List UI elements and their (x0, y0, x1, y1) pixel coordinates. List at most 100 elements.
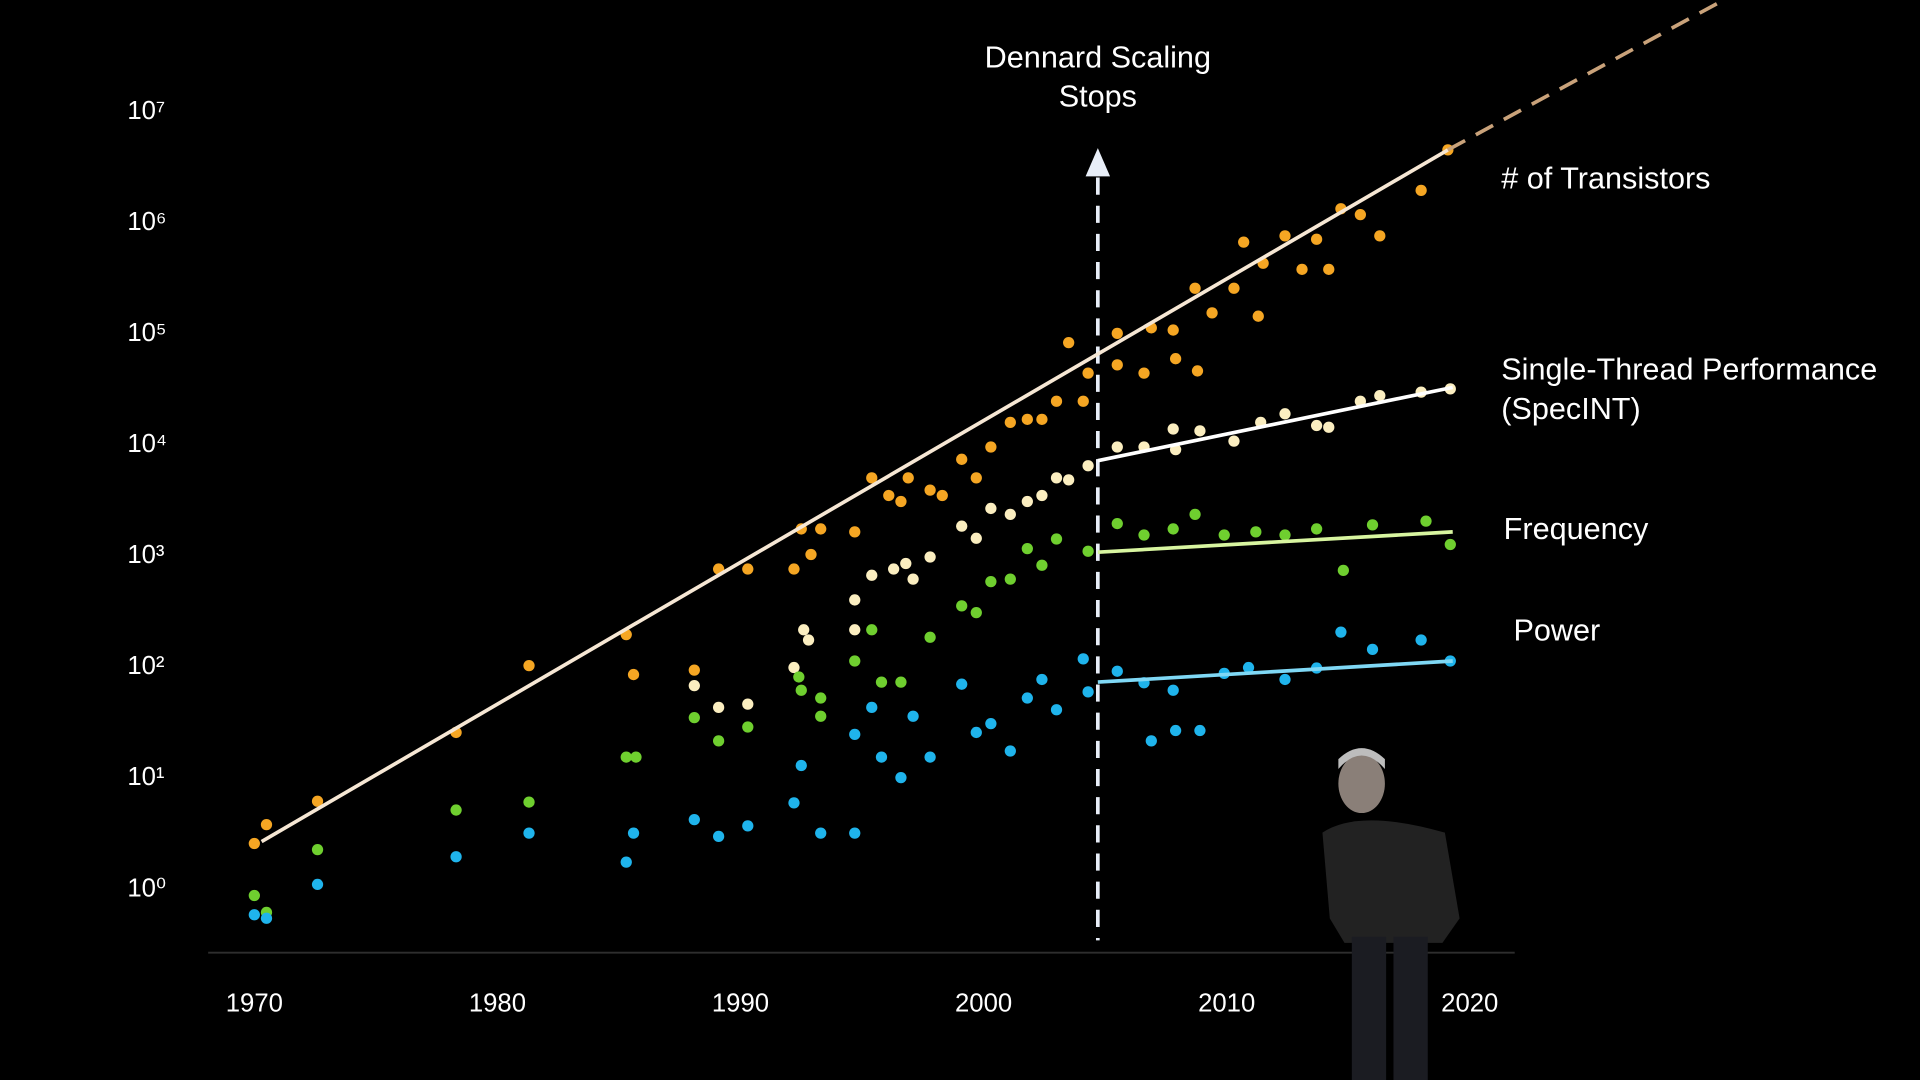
point (907, 710, 919, 722)
point (888, 563, 900, 575)
point (523, 827, 535, 839)
point (985, 502, 997, 515)
point (1004, 508, 1016, 520)
point (1167, 324, 1179, 336)
point (1169, 724, 1182, 737)
y-tick-label: 10⁶ (127, 208, 166, 236)
point (1167, 523, 1179, 535)
point (450, 804, 462, 816)
point (1111, 665, 1123, 677)
point (742, 563, 754, 575)
point (688, 711, 700, 724)
point (1145, 735, 1157, 747)
point (1374, 230, 1386, 242)
point (1021, 692, 1033, 704)
point (1111, 517, 1123, 530)
y-tick-label: 10¹ (127, 763, 164, 791)
point (1036, 559, 1048, 571)
trend-line (1097, 659, 1453, 684)
point (1138, 367, 1150, 379)
point (1138, 529, 1150, 541)
point (793, 671, 805, 683)
point (1310, 419, 1323, 432)
point (1111, 441, 1123, 453)
point (248, 909, 260, 921)
point (1310, 523, 1323, 535)
trend-line (260, 148, 1449, 844)
series-label-box: Frequency (1504, 512, 1649, 546)
point (815, 523, 827, 535)
point (1335, 626, 1347, 638)
point (1296, 263, 1308, 275)
point (1420, 515, 1432, 527)
point (1082, 460, 1094, 472)
x-tick-label: 1970 (226, 989, 283, 1017)
x-tick-label: 2010 (1198, 989, 1255, 1017)
point (311, 878, 324, 891)
point (248, 889, 260, 902)
point (1111, 359, 1123, 371)
x-tick-label: 1990 (712, 989, 769, 1017)
point (956, 678, 968, 690)
point (1279, 230, 1291, 242)
point (688, 814, 700, 826)
point (895, 771, 907, 784)
point (802, 634, 815, 646)
annotation-text: Dennard Scaling (985, 40, 1211, 74)
point (985, 718, 997, 730)
point (523, 659, 535, 672)
point (1050, 395, 1063, 407)
series-label-box: Power (1513, 613, 1600, 647)
point (907, 573, 919, 585)
y-tick-label: 10⁰ (127, 874, 166, 902)
point (248, 837, 260, 850)
point (1077, 395, 1089, 407)
point (924, 631, 936, 643)
point (1167, 684, 1179, 696)
point (1004, 573, 1016, 585)
point (924, 751, 936, 763)
point (849, 526, 861, 538)
point (1082, 367, 1094, 379)
point (712, 701, 725, 714)
point (311, 795, 324, 807)
point (849, 594, 861, 606)
point (970, 472, 982, 484)
point (866, 701, 878, 714)
point (1050, 704, 1063, 716)
point (1238, 236, 1250, 248)
point (795, 684, 807, 696)
point (1444, 538, 1456, 551)
point (1167, 423, 1179, 435)
y-tick-label: 10⁷ (127, 97, 165, 125)
point (866, 569, 878, 581)
point (985, 576, 997, 588)
point (1354, 208, 1366, 221)
point (866, 472, 878, 484)
point (936, 489, 948, 502)
point (1323, 421, 1335, 433)
point (260, 818, 273, 831)
point (1082, 545, 1094, 557)
point (311, 844, 324, 856)
point (895, 495, 907, 508)
point (1252, 310, 1264, 322)
y-tick-label: 10³ (127, 541, 165, 569)
point (620, 856, 632, 868)
point (1206, 307, 1218, 319)
point (849, 728, 861, 741)
point (985, 441, 997, 453)
point (788, 563, 800, 575)
point (742, 698, 754, 710)
point (523, 796, 535, 808)
point (620, 751, 632, 763)
point (1337, 564, 1349, 577)
point (1082, 686, 1094, 698)
trend-line (1097, 530, 1453, 555)
point (1242, 661, 1255, 674)
point (883, 489, 895, 502)
point (712, 830, 725, 842)
point (1004, 745, 1016, 757)
point (1366, 643, 1379, 655)
